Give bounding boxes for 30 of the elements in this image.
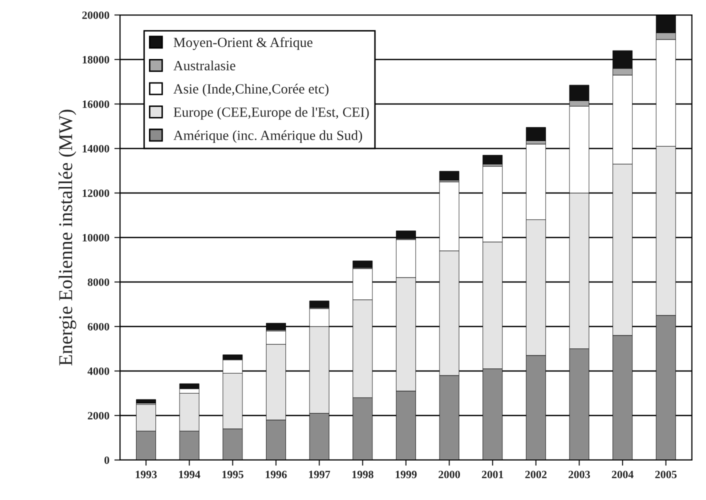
x-tick-label: 1996 — [266, 470, 287, 478]
legend-label: Asie (Inde,Chine,Corée etc) — [173, 84, 328, 96]
y-axis-title: Energie Eolienne installée (MW) — [58, 110, 76, 366]
legend-label: Australasie — [173, 60, 236, 70]
y-tick-label: 16000 — [82, 100, 110, 108]
y-tick-label: 10000 — [82, 234, 110, 242]
x-tick-label: 1999 — [396, 470, 417, 478]
x-tick-label: 1994 — [179, 470, 200, 478]
x-tick-label: 1997 — [309, 470, 330, 478]
x-tick-label: 1995 — [222, 470, 244, 478]
y-tick-label: 14000 — [82, 144, 110, 152]
x-tick-label: 1998 — [352, 470, 374, 478]
x-tick-label: 2001 — [482, 470, 504, 478]
y-tick-label: 12000 — [82, 189, 110, 197]
x-tick-label: 2000 — [438, 470, 460, 478]
x-tick-label: 1993 — [136, 470, 157, 478]
x-tick-label: 2004 — [612, 470, 634, 478]
y-tick-label: 6000 — [88, 322, 110, 330]
y-tick-label: 0 — [104, 456, 110, 464]
x-tick-label: 2003 — [568, 470, 590, 478]
y-tick-label: 8000 — [88, 278, 110, 286]
x-tick-label: 2002 — [525, 470, 547, 478]
y-tick-label: 18000 — [82, 56, 110, 64]
y-tick-label: 4000 — [88, 367, 110, 375]
legend-label: Moyen-Orient & Afrique — [174, 37, 312, 50]
y-tick-label: 20000 — [82, 11, 110, 19]
legend-label: Amérique (inc. Amérique du Sud) — [173, 130, 362, 143]
legend-label: Europe (CEE,Europe de l'Est, CEI) — [174, 107, 369, 120]
y-tick-label: 2000 — [88, 412, 110, 420]
x-tick-label: 2005 — [655, 470, 677, 478]
